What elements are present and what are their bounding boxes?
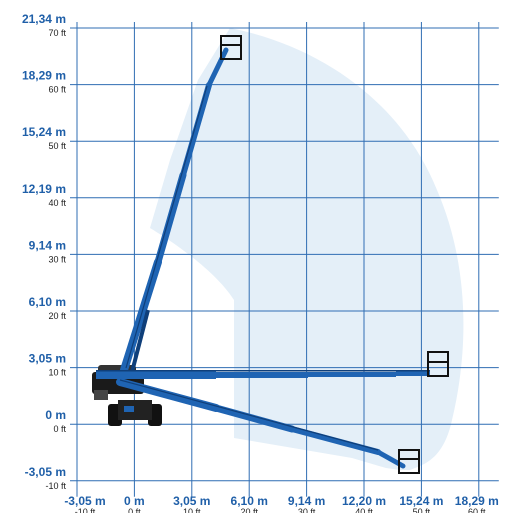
raised-boom-edge <box>125 85 208 369</box>
operator-box <box>94 390 108 400</box>
platform-below-rail <box>398 449 420 460</box>
y-tick-metric: 6,10 m <box>29 295 66 309</box>
horizontal-boom-upper-section <box>308 372 396 377</box>
boom-horizontal <box>96 370 430 379</box>
y-tick-imperial: 60 ft <box>48 85 66 95</box>
y-tick-metric: -3,05 m <box>25 465 66 479</box>
platform-horizontal-rail <box>427 351 449 363</box>
below-boom-edge <box>119 379 379 451</box>
x-tick-imperial: 30 ft <box>298 507 316 513</box>
y-tick-imperial: -10 ft <box>45 481 66 491</box>
platform-below-grade <box>398 449 420 474</box>
raised-cylinder <box>130 309 150 373</box>
boom-raised <box>120 47 229 374</box>
x-tick-imperial: 50 ft <box>413 507 431 513</box>
raised-boom-mid-section <box>154 171 187 266</box>
horizontal-jib <box>396 370 430 376</box>
x-tick-metric: 15,24 m <box>399 494 443 508</box>
boom-below-grade <box>116 378 406 469</box>
y-tick-metric: 12,19 m <box>22 182 66 196</box>
y-tick-imperial: 0 ft <box>53 424 66 434</box>
x-tick-metric: 12,20 m <box>342 494 386 508</box>
x-tick-imperial: 20 ft <box>240 507 258 513</box>
horizontal-boom-lower-section <box>96 371 216 379</box>
y-tick-metric: 9,14 m <box>29 238 66 252</box>
platform-raised <box>220 35 242 60</box>
x-tick-metric: 18,29 m <box>455 494 499 508</box>
below-boom-lower-section <box>116 378 220 412</box>
x-tick-imperial: -10 ft <box>75 507 96 513</box>
y-tick-metric: 18,29 m <box>22 69 66 83</box>
raised-jib <box>206 47 229 88</box>
horizontal-boom-edge <box>96 370 430 372</box>
x-tick-metric: 0 m <box>124 494 145 508</box>
x-tick-metric: 6,10 m <box>231 494 268 508</box>
y-axis-labels: 21,34 m 70 ft 18,29 m 60 ft 15,24 m 50 ft 12,1… <box>22 12 67 491</box>
x-axis-labels: -3,05 m-10 ft 0 m0 ft 3,05 m10 ft 6,10 m20 … <box>64 494 499 513</box>
x-tick-imperial: 0 ft <box>128 507 141 513</box>
below-boom-mid-section <box>212 404 296 433</box>
platform-horizontal <box>427 351 449 377</box>
y-tick-metric: 0 m <box>45 408 66 422</box>
y-tick-metric: 15,24 m <box>22 125 66 139</box>
x-tick-imperial: 10 ft <box>183 507 201 513</box>
axle <box>118 400 152 420</box>
y-tick-metric: 21,34 m <box>22 12 66 26</box>
raised-boom-upper-section <box>180 82 212 178</box>
x-tick-metric: 3,05 m <box>173 494 210 508</box>
y-tick-imperial: 40 ft <box>48 198 66 208</box>
horizontal-boom-mid-section <box>216 372 308 378</box>
x-tick-imperial: 40 ft <box>355 507 373 513</box>
y-tick-imperial: 10 ft <box>48 368 66 378</box>
y-tick-imperial: 20 ft <box>48 311 66 321</box>
x-tick-metric: 9,14 m <box>288 494 325 508</box>
platform-raised-rail <box>220 35 242 46</box>
y-tick-imperial: 70 ft <box>48 28 66 38</box>
x-tick-metric: -3,05 m <box>64 494 105 508</box>
below-boom-upper-section <box>289 426 381 455</box>
y-tick-imperial: 30 ft <box>48 254 66 264</box>
y-tick-metric: 3,05 m <box>29 352 66 366</box>
y-tick-imperial: 50 ft <box>48 141 66 151</box>
x-tick-imperial: 60 ft <box>468 507 486 513</box>
tire-detail <box>124 406 134 412</box>
